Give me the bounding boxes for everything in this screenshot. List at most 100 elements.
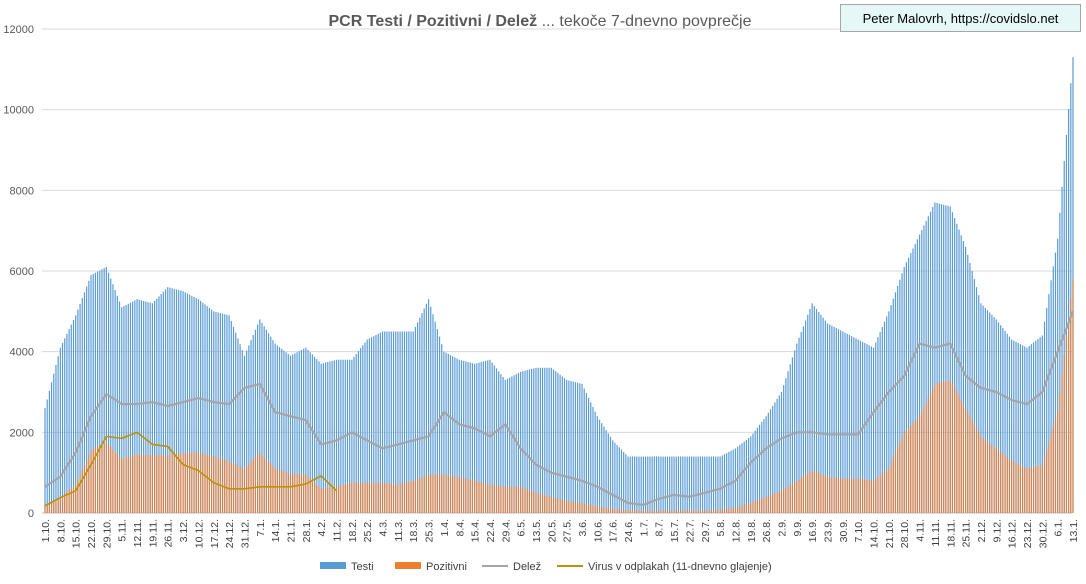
bar-testi [859, 340, 861, 513]
bar-pozitivni [318, 486, 320, 513]
bar-pozitivni [936, 383, 938, 513]
bar-pozitivni [197, 452, 200, 513]
bar-pozitivni [923, 406, 925, 513]
bar-pozitivni [934, 383, 936, 513]
bar-testi [127, 303, 129, 513]
bar-testi [103, 268, 105, 513]
bar-testi [550, 367, 552, 513]
bar-pozitivni [695, 510, 697, 513]
bar-pozitivni [81, 470, 83, 513]
bar-pozitivni [191, 452, 193, 513]
bar-pozitivni [719, 509, 721, 513]
bar-pozitivni [204, 454, 206, 513]
bar-testi [614, 442, 616, 513]
bar-testi [167, 287, 169, 513]
bar-pozitivni [903, 432, 905, 513]
bar-testi [559, 374, 561, 513]
bar-pozitivni [173, 454, 175, 513]
bar-pozitivni [357, 482, 360, 513]
bar-pozitivni [72, 486, 75, 513]
bar-pozitivni [208, 455, 210, 513]
bar-testi [443, 351, 445, 513]
bar-testi [699, 456, 701, 513]
bar-pozitivni [1013, 461, 1015, 513]
bar-pozitivni [897, 447, 899, 513]
bar-testi [642, 456, 644, 513]
x-tick-label: 18.2. [347, 519, 359, 542]
bar-testi [441, 344, 443, 513]
line-delez [44, 310, 1075, 507]
bar-testi [235, 332, 237, 513]
bar-pozitivni [644, 510, 647, 513]
bar-pozitivni [432, 474, 434, 513]
bar-pozitivni [984, 439, 986, 513]
bar-testi [92, 273, 94, 513]
bar-testi [765, 416, 767, 513]
bar-testi [118, 301, 121, 513]
bar-testi [579, 383, 581, 513]
bar-testi [798, 337, 800, 513]
bar-pozitivni [813, 471, 815, 513]
bar-pozitivni [489, 484, 491, 513]
bar-pozitivni [329, 487, 331, 513]
x-tick-label: 4.11. [915, 519, 927, 542]
bar-pozitivni [804, 474, 807, 513]
bar-testi [566, 379, 568, 513]
chart-title: PCR Testi / Pozitivni / Delež ... tekoče… [329, 13, 752, 30]
bar-testi [281, 348, 283, 513]
bar-pozitivni [717, 509, 719, 513]
bar-testi [776, 398, 778, 513]
bar-pozitivni [1028, 468, 1030, 513]
x-tick-label: 19.11. [147, 519, 159, 547]
bar-pozitivni [750, 502, 752, 513]
bar-testi [151, 303, 154, 513]
bar-pozitivni [747, 503, 750, 513]
bar-testi [607, 433, 609, 513]
bar-pozitivni [1002, 453, 1004, 513]
bar-pozitivni [969, 416, 971, 513]
bar-pozitivni [991, 445, 993, 513]
bar-testi [425, 303, 427, 513]
y-axis-ticks: 0 2000 4000 6000 8000 10000 12000 [3, 24, 34, 520]
bar-testi [364, 342, 366, 513]
bar-pozitivni [515, 486, 517, 513]
x-tick-label: 29.7. [700, 519, 712, 542]
bar-pozitivni [64, 493, 66, 513]
bar-pozitivni [1052, 427, 1054, 513]
bar-testi [164, 289, 167, 513]
bar-pozitivni [377, 482, 379, 513]
bar-testi [414, 326, 417, 513]
bar-pozitivni [598, 506, 601, 513]
bar-pozitivni [938, 382, 940, 513]
bar-pozitivni [888, 468, 890, 513]
bar-pozitivni [57, 498, 59, 513]
bar-testi [184, 292, 186, 513]
bar-pozitivni [338, 486, 340, 513]
bar-pozitivni [758, 499, 761, 513]
bar-testi [971, 271, 973, 513]
bar-pozitivni [995, 448, 997, 513]
bar-testi [872, 347, 875, 513]
bar-pozitivni [412, 480, 414, 513]
bar-pozitivni [693, 510, 695, 513]
bar-pozitivni [443, 474, 445, 513]
bar-testi [370, 337, 373, 513]
bar-pozitivni [1070, 298, 1072, 513]
bar-pozitivni [796, 480, 798, 513]
bar-pozitivni [296, 474, 298, 513]
bar-pozitivni [425, 475, 427, 513]
bar-pozitivni [189, 452, 191, 513]
bar-testi [64, 338, 66, 513]
bar-testi [469, 362, 471, 513]
bar-testi [752, 433, 754, 513]
bar-testi [789, 364, 791, 513]
bar-testi [544, 367, 546, 513]
bar-testi [200, 300, 202, 513]
x-tick-label: 31.12. [239, 519, 251, 548]
bar-testi [844, 332, 846, 513]
bar-testi [923, 225, 925, 513]
bar-pozitivni [213, 456, 215, 513]
bar-testi [857, 339, 859, 513]
bar-pozitivni [929, 393, 932, 513]
bar-testi [995, 319, 997, 513]
